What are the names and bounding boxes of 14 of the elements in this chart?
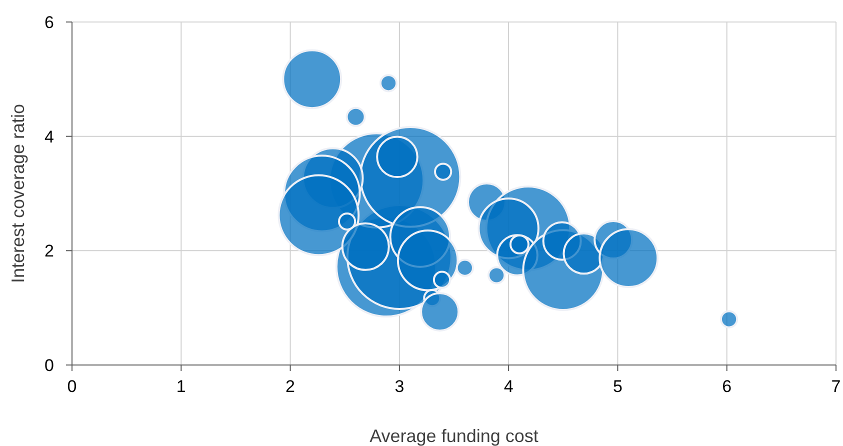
x-tick-label: 2 xyxy=(286,377,296,396)
x-tick-label: 4 xyxy=(504,377,514,396)
x-tick-label: 1 xyxy=(176,377,186,396)
x-tick-label: 6 xyxy=(722,377,732,396)
x-tick-label: 0 xyxy=(67,377,77,396)
x-tick-label: 3 xyxy=(394,377,404,396)
x-tick-label: 7 xyxy=(831,377,841,396)
y-tick-label: 2 xyxy=(44,242,54,261)
x-axis-title: Average funding cost xyxy=(370,426,538,446)
y-tick-label: 4 xyxy=(44,127,54,146)
y-axis-title: Interest coverage ratio xyxy=(8,104,28,284)
y-tick-label: 0 xyxy=(44,356,54,375)
y-tick-label: 6 xyxy=(44,12,54,32)
x-tick-label: 5 xyxy=(612,377,622,396)
